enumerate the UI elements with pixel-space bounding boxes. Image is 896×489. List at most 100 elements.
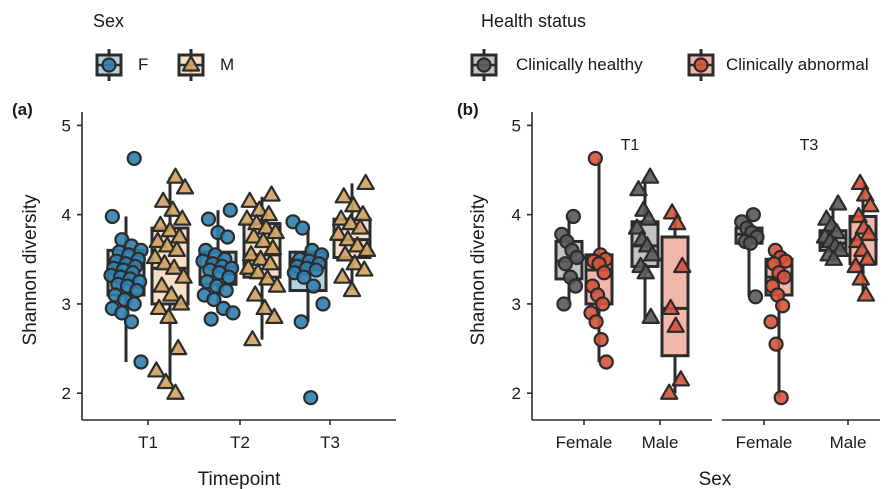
panel-a-point-t1-m-23 (166, 383, 185, 400)
panel-a-point-t2-f-0 (222, 202, 238, 218)
panel-a-x-tick-label-t2: T2 (230, 433, 250, 452)
legend-key-f (95, 49, 123, 81)
panel-a-point-t1-f-0 (126, 150, 142, 167)
panel-b-facet-t1-point-male-clinically-healthy-3 (639, 209, 658, 226)
legend-health-title: Health status (481, 11, 586, 31)
panel-a-point-t3-m-15 (342, 280, 362, 298)
panel-a-point-t1-m-2 (154, 191, 173, 208)
legend-label-f: F (138, 55, 148, 74)
panel-a-point-t2-m-2 (250, 200, 269, 217)
panel-b-y-tick-label-2: 2 (512, 384, 521, 403)
panel-a-point-t3-m-12 (345, 254, 364, 271)
panel-a-point-t1-f-20 (129, 282, 145, 299)
legend-sex: Sex F M (93, 11, 234, 81)
panel-b-facet-t1-point-female-clinically-healthy-7 (567, 278, 584, 294)
panel-b-facet-t3-point-female-clinically-healthy-7 (747, 289, 764, 305)
legend-label-m: M (220, 55, 234, 74)
panel-a-point-t1-m-11 (145, 247, 165, 265)
legend-key-clinically-abnormal (687, 49, 715, 81)
legend-key-f-marker (101, 57, 117, 73)
panel-a-point-t3-m-8 (338, 230, 358, 247)
panel-a-point-t3-m-7 (329, 224, 348, 241)
legend-key-clinically-healthy-marker (476, 57, 492, 73)
panel-a-point-t2-m-12 (251, 249, 270, 266)
panel-b-facet-t3-point-male-clinically-abnormal-11 (856, 285, 876, 302)
panel-b-facet-t3-point-female-clinically-abnormal-5 (776, 269, 792, 285)
panel-a-point-t3-m-4 (331, 209, 351, 226)
panel-a-point-t3-m-10 (357, 240, 377, 258)
panel-b-facet-t1-point-male-clinically-abnormal-6 (660, 383, 679, 400)
panel-b-facet-t1-point-female-clinically-abnormal-0 (587, 150, 603, 167)
panel-b-y-tick-label-5: 5 (512, 116, 521, 135)
legend-key-m-marker (181, 55, 201, 72)
panel-a-x-tick-label-t3: T3 (320, 433, 340, 452)
panel-a-point-t2-m-21 (243, 330, 262, 347)
panel-a-point-t2-f-3 (219, 229, 236, 245)
panel-b-facet-t1-x-tick-label-male: Male (642, 433, 679, 452)
panel-a-point-t2-m-18 (246, 285, 265, 302)
panel-a-point-t2-m-7 (266, 222, 285, 240)
panel-b-facet-t3-point-female-clinically-abnormal-11 (773, 390, 789, 406)
panel-a-point-t3-m-0 (356, 173, 375, 191)
panel-a-point-t2-m-5 (247, 213, 266, 231)
panel-a-point-t3-f-13 (315, 296, 331, 312)
panel-b-facet-t3-point-male-clinically-abnormal-3 (849, 206, 868, 224)
panel-a-point-t1-f-25 (114, 305, 130, 321)
panel-b-facet-t3-point-male-clinically-abnormal-5 (859, 224, 878, 241)
panel-a-tag: (a) (12, 100, 33, 119)
panel-b-facet-t3-point-male-clinically-healthy-0 (828, 194, 848, 211)
panel-a-point-t1-m-20 (169, 338, 188, 356)
panel-a-y-tick-label-5: 5 (62, 116, 71, 135)
legend-key-m (177, 49, 205, 81)
panel-b-facet-t1-point-male-clinically-abnormal-1 (668, 213, 687, 231)
panel-a-point-t2-m-10 (263, 238, 283, 256)
panel-a-point-t1-f-26 (123, 314, 140, 330)
panel-b-facet-t3-point-male-clinically-healthy-9 (824, 249, 843, 266)
panel-b-facet-t1-point-male-clinically-healthy-9 (636, 263, 655, 280)
panel-a-point-t1-m-3 (163, 200, 182, 217)
panel-b-plot: 2 3 4 5 T1 Female Male T3 Female Male (512, 112, 880, 452)
panel-a-point-t1-m-13 (164, 258, 184, 275)
panel-b-facet-t1-point-male-clinically-abnormal-2 (673, 256, 692, 274)
panel-a-point-t1-m-8 (148, 231, 167, 249)
panel-b-facet-t3-point-female-clinically-healthy-6 (742, 235, 759, 251)
panel-b-y-tick-label-3: 3 (512, 295, 521, 314)
panel-b-x-axis-title: Sex (699, 469, 732, 489)
panel-b-facet-t3-point-male-clinically-abnormal-9 (846, 256, 865, 274)
panel-a-y-axis-title: Shannon diversity (20, 194, 41, 346)
panel-a-x-axis-title: Timepoint (198, 469, 281, 489)
panel-a-point-t2-m-3 (259, 205, 278, 222)
panel-a-point-t1-m-16 (162, 285, 181, 302)
panel-a-point-t1-m-12 (155, 254, 174, 271)
panel-b-facet-t3-point-male-clinically-healthy-7 (831, 240, 850, 258)
panel-a-point-t2-m-14 (239, 258, 258, 275)
panel-b-facet-t1-box-male-clinically-abnormal (660, 212, 690, 394)
panel-a-point-t2-f-16 (218, 282, 234, 299)
panel-a-point-t1-m-9 (158, 236, 177, 253)
panel-a-point-t3-m-5 (341, 213, 360, 231)
panel-b-facet-t1-point-female-clinically-healthy-5 (557, 256, 573, 272)
panel-b-facet-t3-point-male-clinically-abnormal-10 (851, 269, 870, 286)
panel-b-facet-t1-point-female-clinically-healthy-0 (565, 208, 581, 225)
panel-a-point-t1-m-4 (173, 209, 192, 226)
panel-a-point-t2-m-1 (240, 191, 259, 208)
legend-health-status: Health status Clinically healthy Clinica… (470, 11, 869, 81)
legend-sex-title: Sex (93, 11, 124, 31)
panel-b-facet-t1-point-male-clinically-healthy-1 (629, 180, 648, 197)
legend-label-clinically-healthy: Clinically healthy (516, 55, 643, 74)
panel-b-facet-t1-point-female-clinically-healthy-4 (569, 249, 585, 266)
panel-a-point-t3-f-11 (296, 269, 312, 285)
panel-b-facet-t1-point-male-clinically-abnormal-4 (666, 316, 685, 333)
panel-a-point-t1-m-7 (170, 227, 189, 244)
panel-a-plot: 2 3 4 5 T1 T2 T3 (62, 112, 396, 452)
panel-a-point-t2-m-11 (241, 245, 261, 262)
panel-b-facet-t1-point-female-clinically-abnormal-5 (596, 265, 612, 281)
panel-a-point-t3-m-3 (353, 205, 373, 222)
panel-b-facet-t1-point-male-clinically-healthy-7 (643, 245, 662, 262)
panel-a-point-t2-f-21 (203, 311, 219, 327)
panel-b-facet-t3-x-tick-label-male: Male (830, 433, 867, 452)
panel-b-facet-t1-point-female-clinically-abnormal-10 (588, 314, 604, 330)
panel-a-point-t3-f-12 (305, 278, 322, 294)
panel-a-point-t3-f-1 (294, 220, 311, 236)
panel-a-point-t2-m-13 (261, 254, 280, 271)
